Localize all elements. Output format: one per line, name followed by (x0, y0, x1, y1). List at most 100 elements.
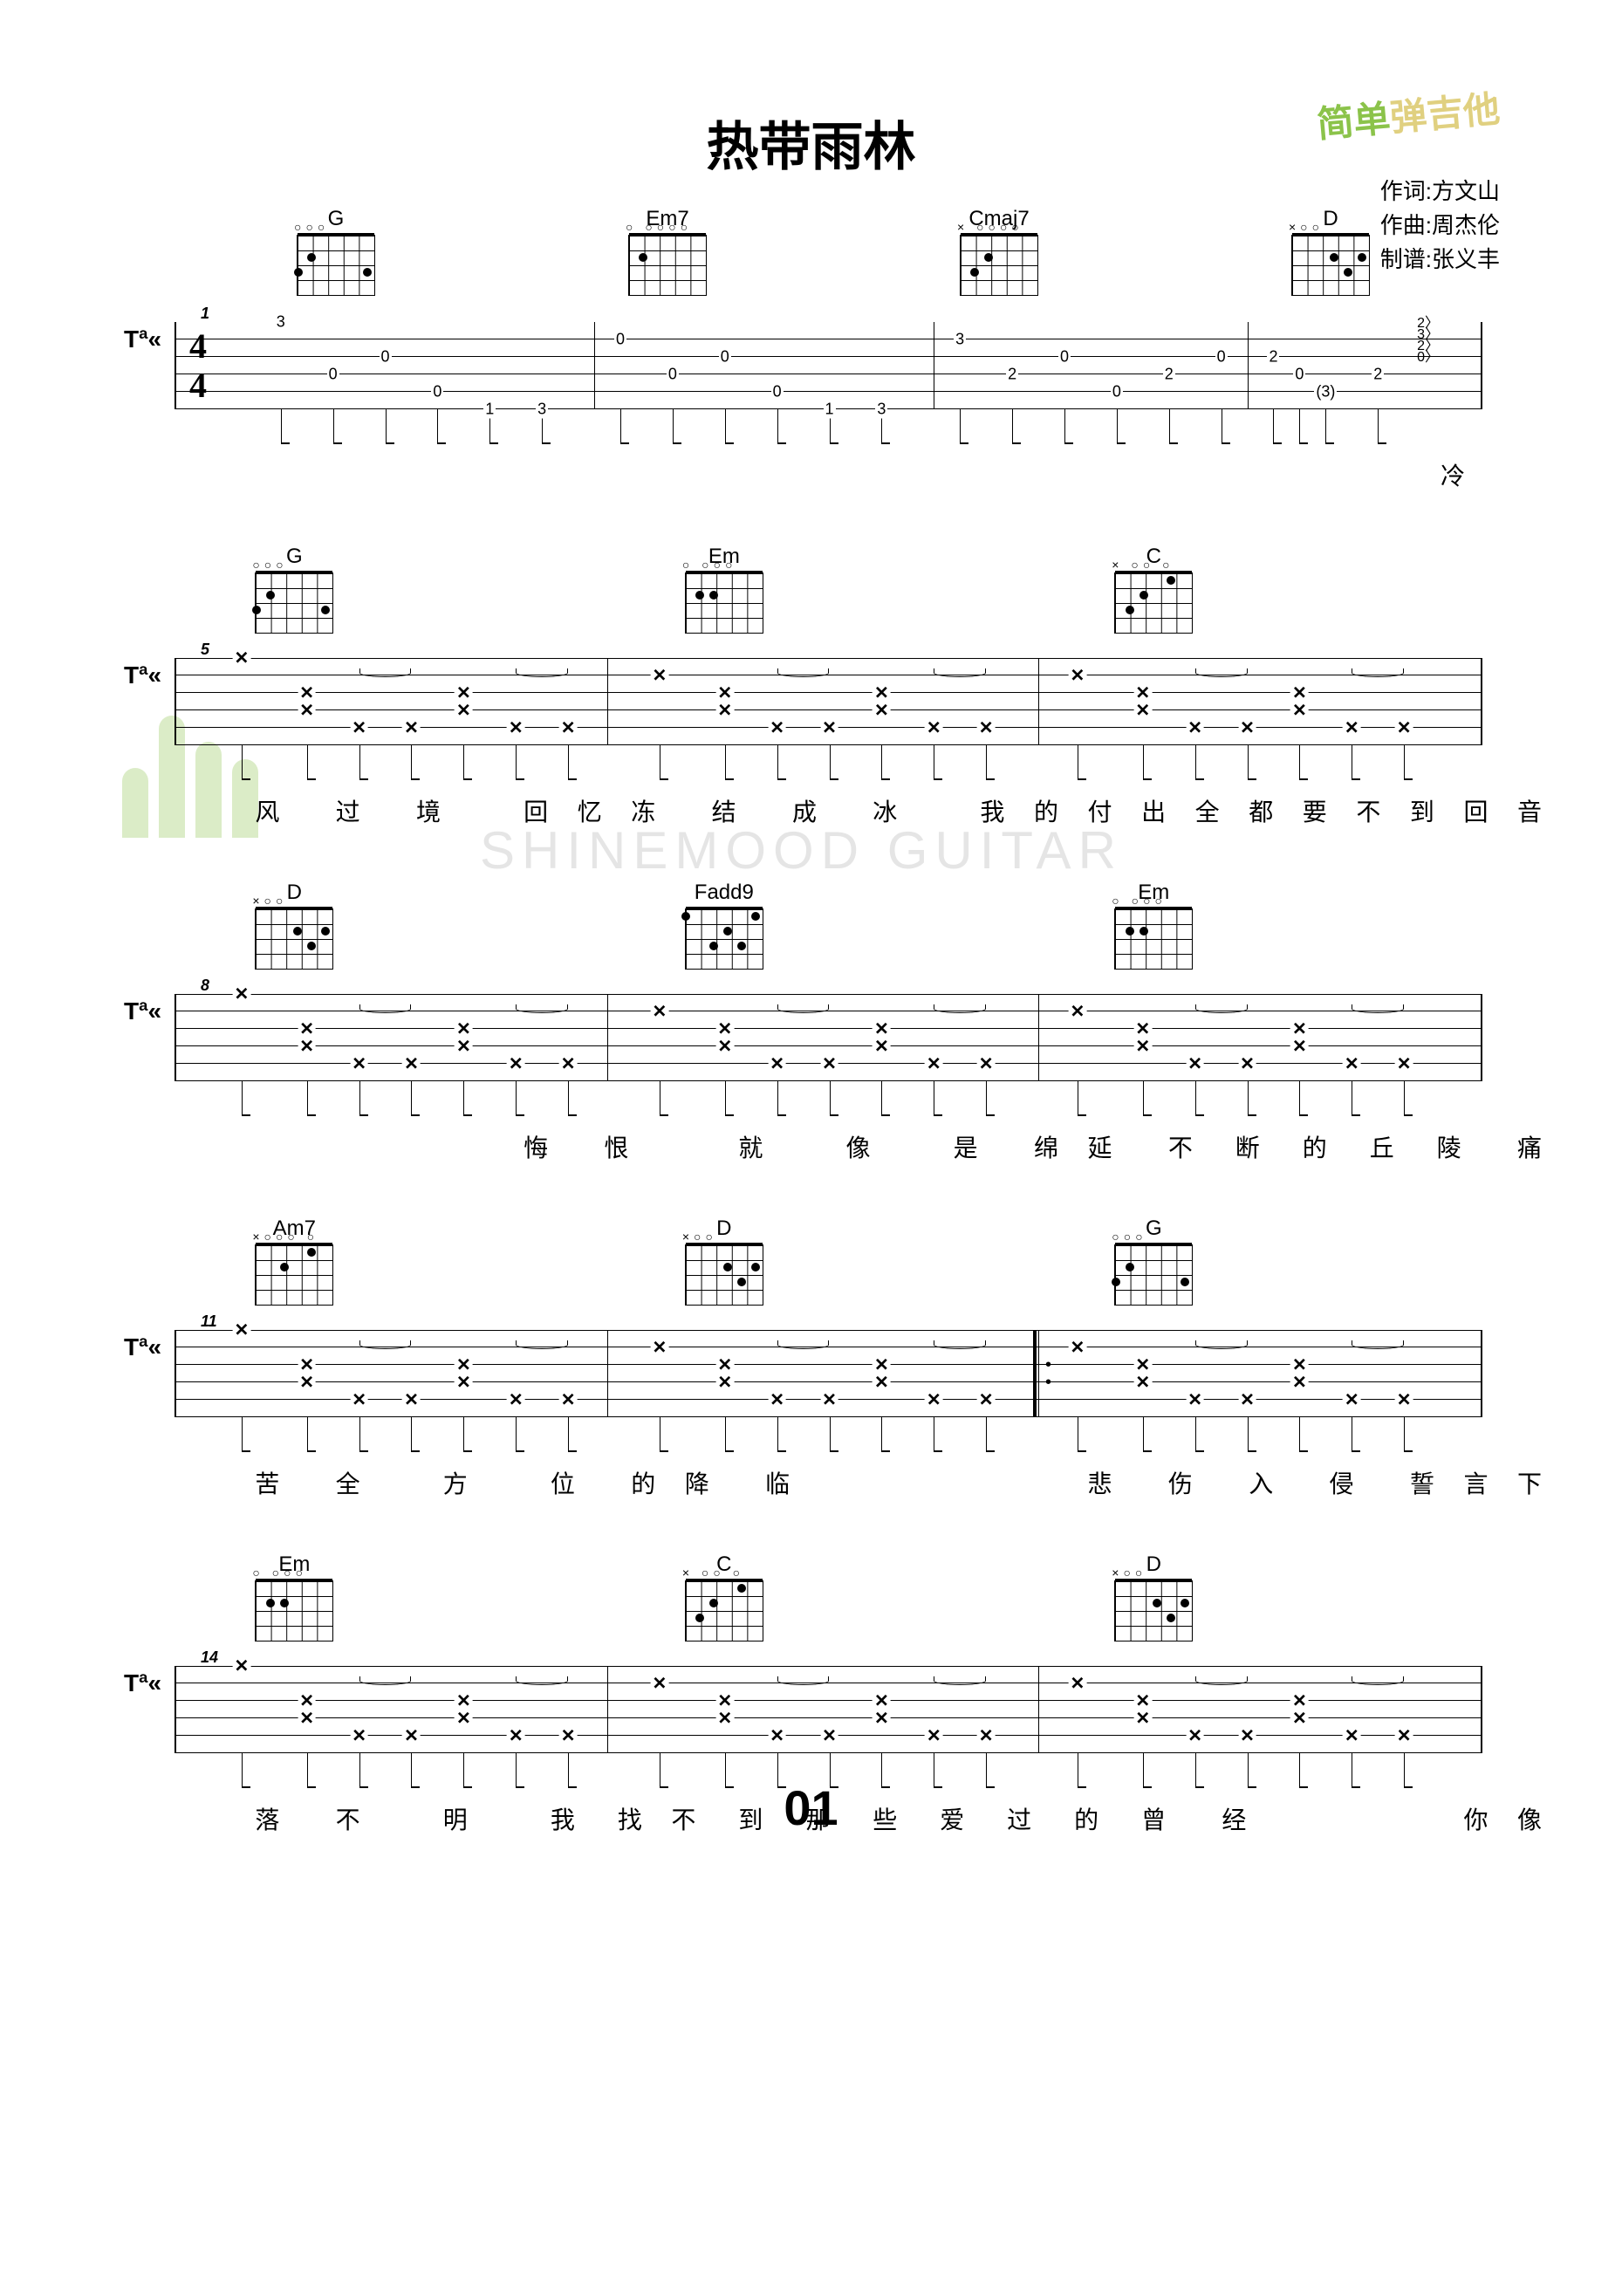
tab-note-x: ✕ (402, 717, 421, 739)
tie-mark (1195, 668, 1248, 677)
tab-note-x: ✕ (873, 1354, 891, 1376)
tie-mark (934, 668, 986, 677)
chord-grid: ×○○ (1114, 1580, 1193, 1641)
tab-note-x: ✕ (1069, 1337, 1087, 1359)
tab-block: 14 ✕✕✕✕✕✕✕✕✕✕✕✕✕✕✕✕✕✕✕✕✕✕✕✕✕✕✕ (105, 1666, 1517, 1753)
lyric-char: 付 (1088, 793, 1112, 828)
tab-note-x: ✕ (873, 1690, 891, 1712)
tab-system: G ○○○ Em ○ ○○○ C × ○○ ○ 5 ✕✕✕✕✕✕✕✕✕✕✕✕✕✕… (105, 545, 1517, 828)
chord-diagram: Am7 ×○○○ ○ (255, 1217, 333, 1306)
tab-note-x: ✕ (977, 1725, 996, 1747)
tab-note-x: ✕ (232, 1319, 250, 1341)
tab-note-x: ✕ (455, 1018, 473, 1040)
lyrics-row: 苦全方位的降临悲伤入侵誓言下 (175, 1465, 1517, 1500)
tab-note: 0 (1215, 348, 1228, 367)
tab-note-x: ✕ (455, 1354, 473, 1376)
tab-note: 3 (954, 331, 966, 349)
tie-mark (777, 1340, 830, 1349)
chord-grid: ○ ○○○○ (628, 235, 707, 296)
systems-container: G ○○○ Em ○ ○○○ C × ○○ ○ 5 ✕✕✕✕✕✕✕✕✕✕✕✕✕✕… (105, 545, 1517, 1836)
tab-note-x: ✕ (1395, 1389, 1413, 1411)
lyric-char: 明 (443, 1801, 468, 1836)
lyric-char: 绵 (1034, 1129, 1058, 1164)
tab-note-x: ✕ (1069, 665, 1087, 687)
time-signature: 44 (189, 326, 207, 405)
tab-note: 0 (431, 383, 443, 401)
tab-note-x: ✕ (1186, 1725, 1204, 1747)
tab-note-x: ✕ (298, 1372, 316, 1394)
tab-note-x: ✕ (298, 700, 316, 722)
tab-note-x: ✕ (402, 1389, 421, 1411)
tab-note-x: ✕ (1238, 1389, 1256, 1411)
tab-note-x: ✕ (1133, 1372, 1152, 1394)
tab-note-x: ✕ (1238, 1725, 1256, 1747)
arranger-credit: 制谱:张义丰 (1380, 243, 1500, 277)
tab-note-x: ✕ (715, 1036, 734, 1058)
lyric-char: 不 (671, 1801, 695, 1836)
tab-note-x: ✕ (768, 1725, 786, 1747)
tab-note-x: ✕ (1238, 1053, 1256, 1075)
tab-note-x: ✕ (1343, 1053, 1361, 1075)
chord-grid: × ○○ ○ (685, 1580, 763, 1641)
tab-note-x: ✕ (1290, 682, 1309, 704)
tab-note-x: ✕ (298, 1036, 316, 1058)
tab-note-x: ✕ (1343, 717, 1361, 739)
chord-diagram: G ○○○ (255, 545, 333, 634)
chord-grid: ○○○ (255, 572, 333, 634)
tie-mark (1352, 1676, 1404, 1685)
lyric-char: 冰 (873, 793, 897, 828)
tab-note-x: ✕ (925, 717, 943, 739)
lyric-char: 过 (1007, 1801, 1031, 1836)
logo-text-2: 弹吉他 (1388, 88, 1502, 139)
lyric-char: 陵 (1437, 1129, 1461, 1164)
tie-mark (777, 668, 830, 677)
tab-note-x: ✕ (1186, 717, 1204, 739)
tab-note-x: ✕ (1238, 717, 1256, 739)
lyric-char: 临 (765, 1465, 790, 1500)
system-chord-row: G ○○○ Em ○ ○○○ C × ○○ ○ (175, 545, 1517, 632)
tab-note-x: ✕ (715, 1708, 734, 1730)
lyric-char: 就 (738, 1129, 763, 1164)
lyric-char: 不 (1356, 793, 1380, 828)
tab-staff: ✕✕✕✕✕✕✕✕✕✕✕✕✕✕✕✕✕✕✕✕✕✕✕✕✕✕✕ (175, 1666, 1482, 1753)
lyric-char: 境 (416, 793, 441, 828)
tab-note: 1 (483, 401, 496, 419)
tab-note: (3) (1314, 383, 1337, 401)
tab-note-x: ✕ (650, 1001, 668, 1023)
tab-note-x: ✕ (1133, 700, 1152, 722)
chord-grid: ○ ○○○ (255, 1580, 333, 1641)
tab-staff: ✕✕✕✕✕✕✕✕✕✕✕✕✕✕✕✕✕✕✕✕✕✕✕✕✕✕✕ (175, 658, 1482, 745)
tab-note: 0 (614, 331, 626, 349)
tie-mark (1352, 668, 1404, 677)
tab-note-x: ✕ (507, 1389, 525, 1411)
lyric-char: 的 (1034, 793, 1058, 828)
bar-number: 14 (201, 1648, 218, 1667)
tab-note-x: ✕ (650, 1673, 668, 1695)
tab-note: 0 (667, 366, 679, 384)
lyric-char: 风 (255, 793, 279, 828)
lyrics-row: 悔恨就像是绵延不断的丘陵痛 (175, 1129, 1517, 1164)
chord-diagram: D ×○○ (685, 1217, 763, 1306)
lyric-char: 回 (1463, 793, 1488, 828)
strum-mark: 2〉3〉2〉0〉 (1417, 318, 1439, 363)
chord-diagram: Em ○ ○○○ (1114, 881, 1193, 970)
chord-diagram: Em ○ ○○○ (685, 545, 763, 634)
tie-mark (934, 1340, 986, 1349)
lyric-char: 的 (1303, 1129, 1327, 1164)
tab-note-x: ✕ (1133, 1708, 1152, 1730)
tie-mark (1195, 1676, 1248, 1685)
bar-number: 8 (201, 977, 209, 995)
logo-text-1: 简单 (1316, 98, 1393, 145)
lyric-char: 入 (1249, 1465, 1273, 1500)
system-chord-row: Em ○ ○○○ C × ○○ ○ D ×○○ (175, 1552, 1517, 1640)
system-chord-row: D ×○○ Fadd9 Em ○ ○○○ (175, 881, 1517, 968)
lyric-char: 苦 (255, 1465, 279, 1500)
tab-note: 0 (1058, 348, 1071, 367)
tab-note: 2 (1163, 366, 1175, 384)
tab-note: 0 (327, 366, 339, 384)
lyric-char: 伤 (1168, 1465, 1193, 1500)
lyric-char: 要 (1303, 793, 1327, 828)
tab-note-x: ✕ (559, 1725, 578, 1747)
lyric-char: 誓 (1410, 1465, 1434, 1500)
tab-note: 0 (1293, 366, 1305, 384)
